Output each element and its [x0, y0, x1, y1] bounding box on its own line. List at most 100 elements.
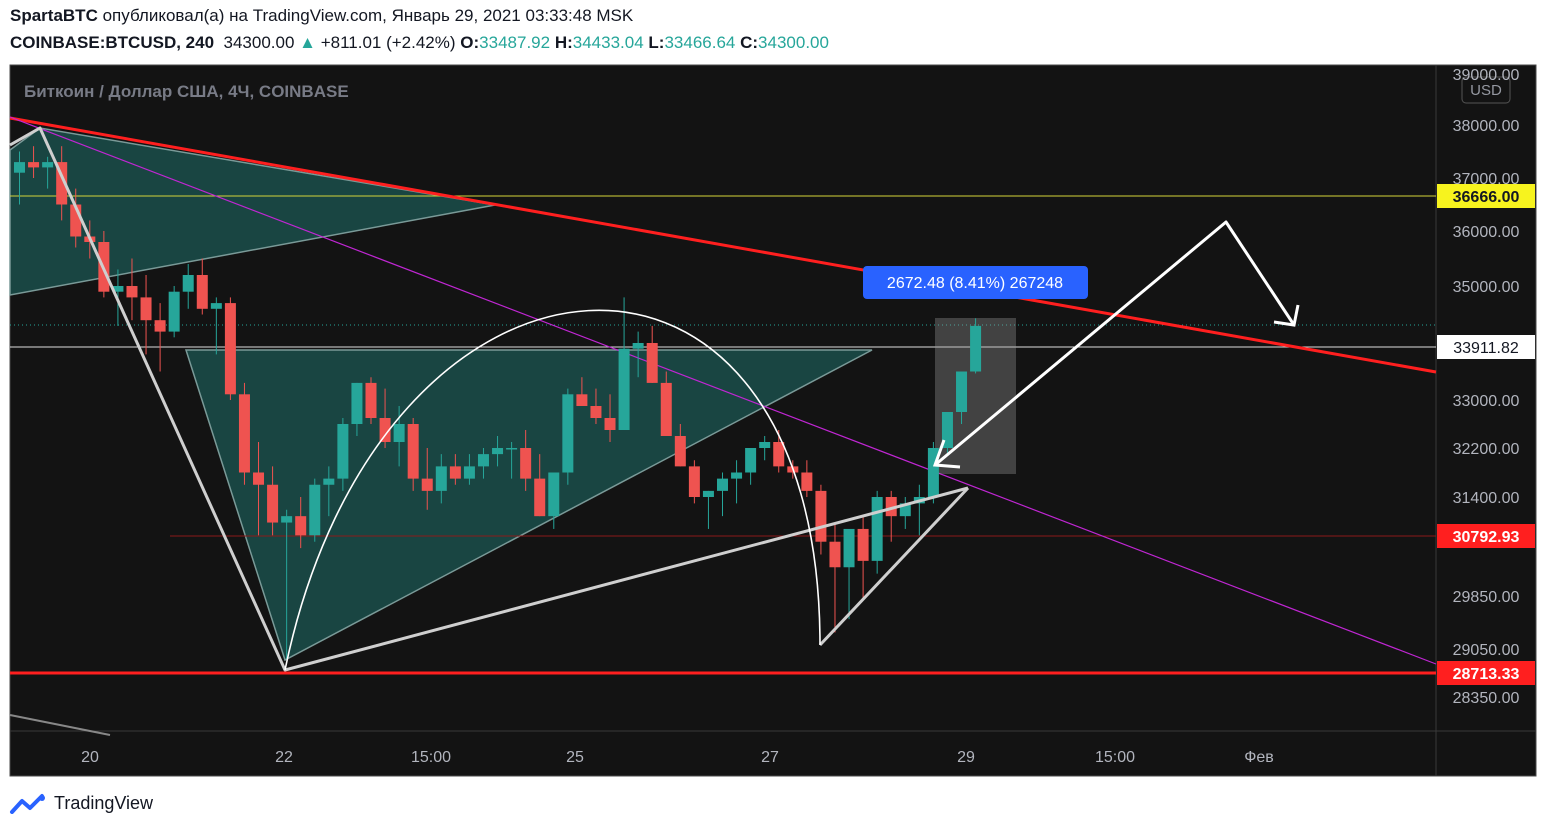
- price-tick-label: 29050.00: [1453, 642, 1520, 659]
- price-axis[interactable]: 39000.00 38000.00 37000.00 36000.00 35000.00…: [1453, 67, 1520, 707]
- triangle-pattern-lower: [184, 349, 873, 662]
- candle-body: [309, 484, 321, 536]
- candle-body: [365, 382, 377, 418]
- price-label-text: 28713.33: [1453, 666, 1520, 683]
- candle-body: [196, 275, 208, 309]
- price-tick-label: 28350.00: [1453, 690, 1520, 707]
- candle-body: [576, 394, 588, 406]
- candle-body: [520, 448, 532, 479]
- author-name[interactable]: SpartaBTC: [10, 6, 98, 25]
- measure-label-box: [863, 266, 1088, 299]
- candle-body: [688, 466, 700, 497]
- up-triangle-icon: ▲: [299, 33, 316, 52]
- price-tick-label: 37000.00: [1453, 171, 1520, 188]
- price-tick-label: 29850.00: [1453, 589, 1520, 606]
- close-value: 34300.00: [758, 33, 829, 52]
- price-label-box: [1437, 184, 1535, 208]
- candle-body: [674, 436, 686, 467]
- forecast-path: [934, 220, 1296, 467]
- magenta-trendline: [9, 116, 1437, 665]
- candle-body: [759, 442, 771, 448]
- annotations-layer: 2672.48 (8.41%) 267248: [9, 126, 1300, 672]
- drawings-layer: [9, 116, 1437, 736]
- tradingview-logo[interactable]: TradingView: [8, 792, 153, 814]
- candle-body: [224, 303, 236, 395]
- ohlc-bar: COINBASE:BTCUSD, 240 34300.00 ▲ +811.01 …: [10, 33, 829, 53]
- red-descending-trendline: [9, 116, 1437, 374]
- candle-body: [14, 162, 25, 173]
- high-value: 34433.04: [572, 33, 644, 52]
- candle-body: [421, 478, 433, 491]
- forecast-arrowhead-end: [1273, 304, 1300, 327]
- price-label-box: [1437, 661, 1535, 685]
- price-label-box: [1437, 524, 1535, 548]
- candle-body: [660, 382, 672, 436]
- grey-rising-line: [818, 486, 970, 647]
- candle-body: [154, 320, 166, 332]
- measure-label-text: 2672.48 (8.41%) 267248: [887, 275, 1063, 292]
- price-labels: 36666.00 33911.82 30792.93 28713.33: [1437, 184, 1535, 685]
- candle-body: [126, 286, 138, 298]
- candle-body: [323, 478, 335, 485]
- time-tick-label: 15:00: [411, 749, 451, 766]
- candle-body: [295, 516, 307, 536]
- candle-body: [28, 162, 40, 168]
- candle-body: [534, 478, 546, 517]
- time-axis[interactable]: 20 22 15:00 25 27 15:00 29 Фев: [81, 749, 1274, 766]
- time-tick-label: Фев: [1244, 749, 1274, 766]
- candle-body: [745, 448, 757, 473]
- candle-body: [253, 472, 265, 485]
- candle-body: [140, 297, 152, 321]
- time-tick-label: 22: [275, 749, 293, 766]
- grey-zigzag-path: [9, 126, 969, 672]
- candle-body: [632, 343, 644, 349]
- candle-body: [717, 478, 728, 491]
- currency-badge[interactable]: [1461, 76, 1511, 104]
- last-price: 34300.00: [223, 33, 295, 52]
- candle-body: [56, 162, 68, 205]
- symbol-label: COINBASE:BTCUSD, 240: [10, 33, 215, 52]
- price-tick-label: 31400.00: [1453, 490, 1520, 507]
- candle-body: [337, 424, 349, 479]
- time-tick-label: 15:00: [1095, 749, 1135, 766]
- price-label-text: 33911.82: [1453, 340, 1519, 357]
- open-value: 33487.92: [479, 33, 551, 52]
- candle-body: [449, 466, 461, 479]
- candle-body: [829, 541, 841, 568]
- candle-body: [182, 275, 194, 292]
- candle-body: [899, 503, 911, 517]
- price-tick-label: 35000.00: [1453, 279, 1520, 296]
- cup-arc: [284, 309, 821, 671]
- candle-body: [351, 382, 363, 424]
- published-text: опубликовал(а) на TradingView.com, Январ…: [102, 6, 634, 25]
- tradingview-cloud-icon: [10, 794, 45, 814]
- candle-body: [927, 448, 939, 497]
- low-value: 33466.64: [664, 33, 736, 52]
- price-tick-label: 39000.00: [1453, 67, 1520, 84]
- high-label: H:: [554, 33, 573, 52]
- candle-body: [773, 442, 785, 467]
- time-tick-label: 20: [81, 749, 99, 766]
- candle-body: [857, 528, 869, 561]
- candle-body: [477, 454, 489, 467]
- brand-text: TradingView: [54, 792, 154, 813]
- candle-body: [815, 490, 827, 542]
- chart-title: Биткоин / Доллар США, 4Ч, COINBASE: [24, 82, 349, 101]
- price-tick-label: 33000.00: [1453, 393, 1520, 410]
- candle-body: [210, 303, 222, 309]
- candle-body: [562, 394, 574, 473]
- candle-body: [885, 497, 897, 517]
- candle-body: [379, 418, 391, 442]
- candle-body: [393, 424, 405, 442]
- price-tick-label: 36000.00: [1453, 224, 1520, 241]
- candle-body: [548, 472, 560, 517]
- candle-body: [281, 516, 293, 523]
- candle-body: [843, 528, 855, 568]
- candle-body: [590, 406, 602, 418]
- candle-body: [407, 424, 419, 479]
- grey-line-bottom-left: [9, 714, 111, 736]
- currency-badge-text: USD: [1470, 82, 1502, 99]
- close-label: C:: [740, 33, 759, 52]
- candle-body: [492, 448, 504, 455]
